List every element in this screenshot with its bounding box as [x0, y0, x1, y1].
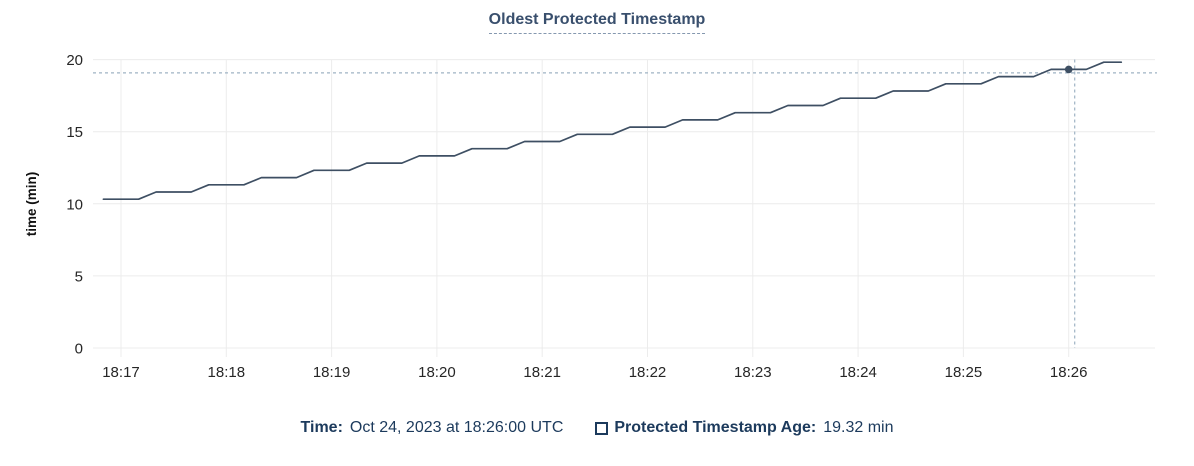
chart-plot-area[interactable]: 0 5 10 15 20 18:17 18:18 18:19 18:20 18:21 18:22 18…: [0, 0, 1194, 412]
series-label: Protected Timestamp Age:: [614, 419, 817, 436]
x-tick-label: 18:25: [945, 364, 983, 381]
y-tick-label: 15: [66, 124, 83, 141]
x-tick-label: 18:18: [208, 364, 246, 381]
time-label: Time:: [300, 419, 343, 436]
x-tick-label: 18:19: [313, 364, 351, 381]
x-tick-label: 18:21: [523, 364, 561, 381]
y-axis-title: time (min): [24, 172, 39, 237]
series-legend-item[interactable]: Protected Timestamp Age: 19.32 min: [595, 419, 893, 437]
y-tick-label: 20: [66, 52, 83, 69]
data-point-marker: [1064, 65, 1073, 74]
chart-legend: Time: Oct 24, 2023 at 18:26:00 UTC Prote…: [0, 419, 1194, 437]
y-tick-label: 0: [75, 341, 83, 358]
chart-header: Oldest Protected Timestamp: [0, 11, 1194, 34]
chart-title[interactable]: Oldest Protected Timestamp: [488, 11, 706, 34]
y-tick-label: 10: [66, 196, 83, 213]
x-tick-label: 18:23: [734, 364, 772, 381]
series-value: 19.32 min: [823, 419, 894, 436]
x-tick-label: 18:24: [839, 364, 877, 381]
time-value: Oct 24, 2023 at 18:26:00 UTC: [349, 419, 564, 436]
x-tick-label: 18:20: [418, 364, 456, 381]
plot-hover-region[interactable]: [93, 60, 1155, 349]
x-tick-label: 18:22: [629, 364, 667, 381]
series-checkbox[interactable]: [595, 421, 609, 435]
x-tick-label: 18:26: [1050, 364, 1088, 381]
y-tick-label: 5: [75, 268, 83, 285]
x-tick-label: 18:17: [102, 364, 140, 381]
series-line: [102, 61, 1123, 201]
